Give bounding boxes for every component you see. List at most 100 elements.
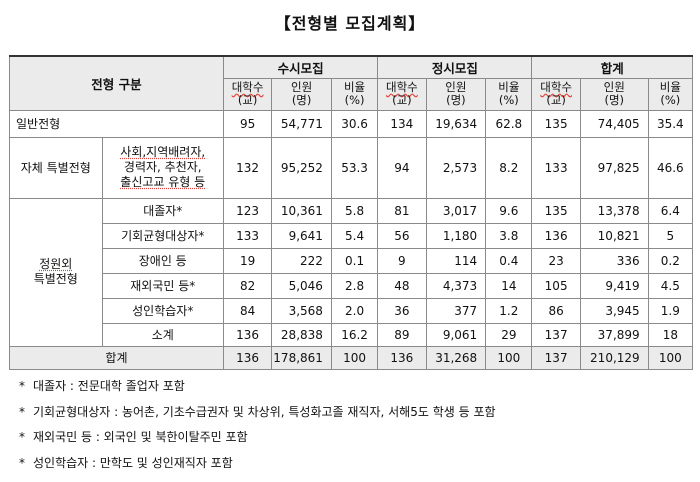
- cell: 3.8: [485, 222, 533, 249]
- header-people: 인원 (명): [579, 77, 649, 111]
- cell: 84: [222, 297, 273, 324]
- footnote: * 대졸자 : 전문대학 졸업자 포함: [19, 379, 185, 393]
- cell: 8.2: [485, 136, 533, 199]
- table-row-self-special: 자체 특별전형 사회,지역배려자, 경력자, 추천자, 출신고교 유형 등 132 …: [9, 136, 694, 199]
- footnotes: * 대졸자 : 전문대학 졸업자 포함 * 기회균형대상자 : 농어촌, 기초수급권…: [19, 374, 496, 476]
- row-label: 일반전형: [9, 109, 224, 138]
- table-row-extra-2: 장애인 등 19 222 0.1 9 114 0.4 23 336 0.2: [10, 247, 694, 274]
- header-ratio: 비율 (%): [647, 77, 694, 111]
- row-label: 성인학습자*: [101, 297, 224, 324]
- cell: 210,129: [579, 345, 649, 370]
- cell: 178,861: [271, 345, 332, 370]
- cell: 94: [377, 136, 427, 199]
- cell: 2.0: [330, 297, 379, 324]
- cell: 14: [485, 272, 533, 299]
- cell: 23: [531, 247, 581, 274]
- cell: 30.6: [330, 109, 379, 138]
- table-row-extra-4: 성인학습자* 84 3,568 2.0 36 377 1.2 86 3,945 …: [10, 297, 694, 324]
- cell: 9: [377, 247, 427, 274]
- cell: 9,061: [425, 322, 487, 347]
- cell: 136: [222, 322, 273, 347]
- footnote: * 재외국민 등 : 외국인 및 북한이탈주민 포함: [19, 430, 248, 444]
- row-group-label: 정원외 특별전형: [9, 197, 103, 347]
- cell: 56: [377, 222, 427, 249]
- cell: 114: [425, 247, 487, 274]
- cell: 95: [222, 109, 273, 138]
- table-row-grand-total: 합계 136 178,861 100 136 31,268 100 137 21…: [9, 345, 694, 370]
- header-people: 인원 (명): [271, 77, 332, 111]
- row-label: 장애인 등: [101, 247, 224, 274]
- cell: 82: [222, 272, 273, 299]
- cell: 18: [647, 322, 694, 347]
- cell: 5,046: [271, 272, 332, 299]
- cell: 19: [222, 247, 273, 274]
- cell: 222: [271, 247, 332, 274]
- row-label: 대졸자*: [101, 197, 224, 224]
- cell: 74,405: [579, 109, 649, 138]
- table-row-subtotal: 소계 136 28,838 16.2 89 9,061 29 137 37,89…: [10, 322, 694, 347]
- cell: 137: [531, 322, 581, 347]
- cell: 100: [330, 345, 379, 370]
- cell: 1.2: [485, 297, 533, 324]
- header-people: 인원 (명): [425, 77, 487, 111]
- cell: 133: [222, 222, 273, 249]
- header-univ-count: 대학수 (교): [531, 77, 581, 111]
- cell: 29: [485, 322, 533, 347]
- cell: 2,573: [425, 136, 487, 199]
- cell: 2.8: [330, 272, 379, 299]
- cell: 134: [377, 109, 427, 138]
- page-title: 【전형별 모집계획】: [274, 14, 426, 33]
- cell: 10,361: [271, 197, 332, 224]
- cell: 1.9: [647, 297, 694, 324]
- cell: 9.6: [485, 197, 533, 224]
- table-row-extra-0: 정원외 특별전형 대졸자* 123 10,361 5.8 81 3,017 9.6…: [9, 197, 694, 347]
- cell: 97,825: [579, 136, 649, 199]
- cell: 5.8: [330, 197, 379, 224]
- header-group-label: 전형 구분: [9, 55, 224, 111]
- cell: 0.2: [647, 247, 694, 274]
- row-label: 자체 특별전형: [9, 136, 103, 199]
- cell: 37,899: [579, 322, 649, 347]
- row-sublabel: 사회,지역배려자, 경력자, 추천자, 출신고교 유형 등: [101, 136, 224, 199]
- admission-plan-table: 전형 구분 수시모집 정시모집 합계 대학수 (교) 인원 (명) 비율 (%) 대학…: [9, 55, 694, 370]
- row-label: 기회균형대상자*: [101, 222, 224, 249]
- header-ratio: 비율 (%): [485, 77, 533, 111]
- header-ratio: 비율 (%): [330, 77, 379, 111]
- cell: 135: [531, 197, 581, 224]
- cell: 3,017: [425, 197, 487, 224]
- row-label: 재외국민 등*: [101, 272, 224, 299]
- cell: 13,378: [579, 197, 649, 224]
- cell: 132: [222, 136, 273, 199]
- cell: 48: [377, 272, 427, 299]
- cell: 28,838: [271, 322, 332, 347]
- header-susi: 수시모집: [222, 55, 379, 79]
- footnote: * 성인학습자 : 만학도 및 성인재직자 포함: [19, 455, 233, 470]
- cell: 3,945: [579, 297, 649, 324]
- cell: 100: [485, 345, 533, 370]
- cell: 46.6: [647, 136, 694, 199]
- cell: 86: [531, 297, 581, 324]
- cell: 336: [579, 247, 649, 274]
- cell: 53.3: [330, 136, 379, 199]
- cell: 89: [377, 322, 427, 347]
- cell: 5: [647, 222, 694, 249]
- cell: 133: [531, 136, 581, 199]
- cell: 4,373: [425, 272, 487, 299]
- cell: 105: [531, 272, 581, 299]
- cell: 36: [377, 297, 427, 324]
- cell: 62.8: [485, 109, 533, 138]
- header-total: 합계: [531, 55, 693, 79]
- cell: 10,821: [579, 222, 649, 249]
- header-univ-count: 대학수 (교): [377, 77, 427, 111]
- header-univ-count: 대학수 (교): [222, 77, 273, 111]
- cell: 1,180: [425, 222, 487, 249]
- cell: 54,771: [271, 109, 332, 138]
- cell: 123: [222, 197, 273, 224]
- cell: 377: [425, 297, 487, 324]
- cell: 6.4: [647, 197, 694, 224]
- cell: 3,568: [271, 297, 332, 324]
- cell: 137: [531, 345, 581, 370]
- cell: 135: [531, 109, 581, 138]
- cell: 136: [531, 222, 581, 249]
- cell: 136: [377, 345, 427, 370]
